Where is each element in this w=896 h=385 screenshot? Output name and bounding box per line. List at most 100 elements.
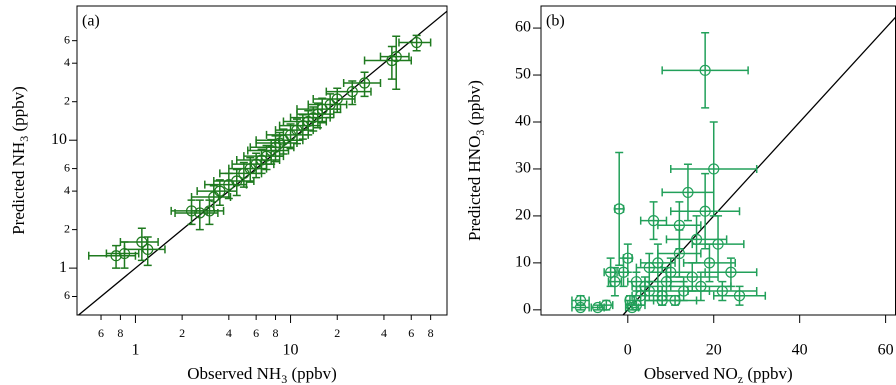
y-error-bar bbox=[279, 128, 288, 155]
y-tick-label: 6 bbox=[64, 288, 70, 302]
y-error-bar bbox=[348, 80, 357, 106]
y-error-bar bbox=[360, 71, 369, 98]
y-error-bar bbox=[246, 156, 255, 183]
x-error-bar bbox=[704, 268, 758, 277]
x-tick-label: 2 bbox=[334, 326, 340, 340]
point bbox=[703, 257, 716, 269]
point bbox=[214, 185, 226, 197]
point bbox=[725, 266, 737, 278]
y-error-bar bbox=[143, 236, 152, 267]
point bbox=[686, 271, 698, 283]
subscript: z bbox=[738, 372, 743, 385]
y-tick-label: 0 bbox=[523, 301, 531, 318]
y-error-bar bbox=[309, 106, 318, 132]
x-error-bar bbox=[661, 66, 749, 75]
point bbox=[622, 252, 634, 264]
y-tick-label: 2 bbox=[64, 221, 70, 235]
point bbox=[647, 215, 660, 227]
y-tick-label: 30 bbox=[515, 160, 531, 177]
subscript: 3 bbox=[281, 372, 287, 385]
label-part: (ppbv) bbox=[465, 80, 484, 130]
label-part: (ppbv) bbox=[9, 86, 28, 136]
y-error-bar bbox=[392, 35, 401, 91]
x-tick-label: 20 bbox=[706, 342, 722, 359]
label-part: (ppbv) bbox=[287, 364, 337, 383]
x-tick-label: 0 bbox=[624, 342, 632, 359]
x-error-bar bbox=[571, 303, 590, 312]
x-error-bar bbox=[123, 245, 166, 254]
point bbox=[630, 276, 642, 288]
x-error-bar bbox=[398, 38, 432, 47]
panel: 0 20 40 60 0 10 20 30 40 50 60 (b) Observed NOz (ppb… bbox=[465, 5, 896, 385]
y-tick-label: 4 bbox=[64, 55, 70, 69]
one-to-one-line bbox=[78, 10, 447, 315]
plot-frame bbox=[76, 5, 448, 316]
point bbox=[136, 236, 148, 248]
label-part: Predicted HNO bbox=[465, 136, 484, 241]
y-axis-label: Predicted HNO3 (ppbv) bbox=[465, 80, 487, 241]
y-error-bar bbox=[387, 45, 396, 80]
point bbox=[643, 261, 655, 274]
point bbox=[656, 294, 668, 307]
x-error-bar bbox=[571, 296, 590, 305]
y-tick-label: 40 bbox=[515, 113, 531, 130]
y-tick-label: 1 bbox=[59, 259, 67, 276]
x-tick-label: 8 bbox=[117, 326, 123, 340]
one-to-one-line bbox=[622, 16, 896, 315]
point bbox=[358, 77, 371, 89]
x-tick-label: 6 bbox=[253, 326, 259, 340]
x-tick-label: 6 bbox=[408, 326, 414, 340]
point bbox=[411, 36, 423, 49]
label-part: Predicted NH bbox=[9, 142, 28, 235]
label-part: Observed NO bbox=[644, 364, 738, 383]
y-tick-label: 60 bbox=[515, 19, 531, 36]
y-tick-label: 6 bbox=[64, 160, 70, 174]
x-error-bar bbox=[639, 216, 668, 225]
y-tick-label: 6 bbox=[64, 32, 70, 46]
y-tick-label: 2 bbox=[64, 93, 70, 107]
point bbox=[231, 175, 243, 187]
x-tick-label: 8 bbox=[428, 326, 434, 340]
x-error-bar bbox=[190, 206, 225, 215]
x-error-bar bbox=[712, 291, 767, 300]
x-tick-label: 1 bbox=[131, 342, 139, 359]
x-error-bar bbox=[190, 192, 232, 201]
point bbox=[331, 93, 343, 105]
point bbox=[682, 186, 694, 199]
point bbox=[110, 250, 122, 262]
point bbox=[699, 205, 711, 217]
plot-area bbox=[571, 16, 896, 315]
x-axis-label: Observed NOz (ppbv) bbox=[644, 364, 793, 385]
x-error-bar bbox=[307, 100, 348, 109]
x-error-bar bbox=[657, 249, 702, 258]
point bbox=[346, 85, 358, 98]
x-tick-label: 4 bbox=[381, 326, 387, 340]
x-tick-label: 10 bbox=[283, 342, 299, 359]
x-error-bar bbox=[644, 296, 681, 305]
point bbox=[733, 290, 746, 302]
y-tick-label: 10 bbox=[51, 131, 67, 148]
x-tick-label: 4 bbox=[226, 326, 232, 340]
point bbox=[699, 64, 711, 76]
y-error-bar bbox=[209, 185, 218, 212]
x-tick-label: 2 bbox=[179, 326, 185, 340]
x-error-bar bbox=[670, 207, 741, 216]
point bbox=[673, 219, 685, 231]
x-error-bar bbox=[599, 301, 614, 310]
y-error-bar bbox=[318, 97, 327, 124]
point bbox=[574, 294, 587, 307]
y-error-bar bbox=[326, 93, 335, 119]
x-error-bar bbox=[627, 277, 646, 286]
panel-label: (b) bbox=[546, 13, 565, 30]
y-axis-label: Predicted NH3 (ppbv) bbox=[9, 86, 31, 235]
x-error-bar bbox=[635, 263, 663, 272]
label-part: Observed NH bbox=[187, 364, 281, 383]
x-error-bar bbox=[119, 238, 159, 247]
y-error-bar bbox=[137, 227, 146, 262]
y-error-bar bbox=[257, 148, 266, 175]
x-tick-label: 8 bbox=[273, 326, 279, 340]
x-error-bar bbox=[607, 277, 623, 286]
point bbox=[142, 243, 154, 256]
point bbox=[712, 238, 724, 250]
